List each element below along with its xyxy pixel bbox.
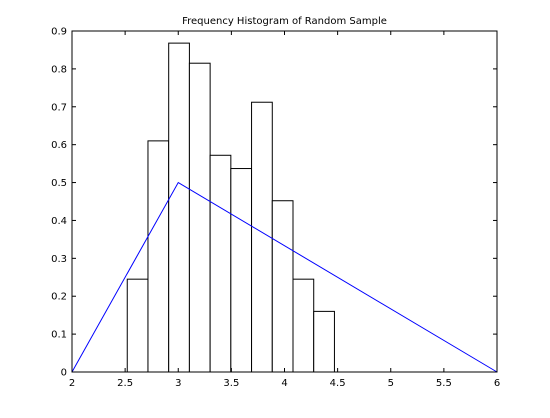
x-tick-label: 6 [494,378,500,389]
x-tick-label: 4.5 [330,378,346,389]
histogram-bar [271,200,294,373]
y-tick-label: 0.5 [51,178,67,189]
x-tick-label: 5 [388,378,394,389]
y-tick-label: 0.3 [51,254,67,265]
histogram-bar [147,140,170,373]
x-tick-label: 5.5 [436,378,452,389]
y-tick-label: 0.9 [51,27,67,38]
y-tick-label: 0.7 [51,102,67,113]
x-tick-label: 3 [175,378,181,389]
x-tick-label: 3.5 [223,378,239,389]
x-axis-ticks: 2 2.5 3 3.5 4 4.5 5 5.5 6 [69,31,500,389]
density-line [71,181,498,373]
y-tick-label: 0 [61,368,67,379]
y-axis-ticks: 0 0.1 0.2 0.3 0.4 0.5 0.6 0.7 0.8 0.9 [51,27,497,379]
histogram-bar [188,62,211,373]
x-tick-label: 4 [281,378,287,389]
y-tick-label: 0.4 [51,216,67,227]
histogram-bar [230,168,253,373]
histogram-bar [209,154,232,373]
y-tick-label: 0.8 [51,64,67,75]
histogram-bars [126,42,335,373]
histogram-bar [292,278,315,373]
y-tick-label: 0.2 [51,292,67,303]
histogram-bar [126,278,149,373]
histogram-bar [168,42,190,373]
histogram-bar [313,310,335,373]
x-tick-label: 2 [69,378,75,389]
x-tick-label: 2.5 [117,378,133,389]
y-tick-label: 0.1 [51,330,67,341]
chart-title: Frequency Histogram of Random Sample [182,16,387,27]
y-tick-label: 0.6 [51,140,67,151]
density-line-group [71,181,498,373]
